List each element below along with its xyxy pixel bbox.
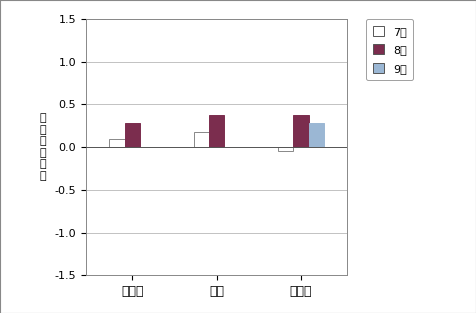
Bar <box>278 147 293 151</box>
Bar <box>109 139 125 147</box>
Y-axis label: 対
前
月
上
昇
率: 対 前 月 上 昇 率 <box>40 113 47 181</box>
Bar <box>194 132 209 147</box>
Legend: 7月, 8月, 9月: 7月, 8月, 9月 <box>366 19 413 80</box>
Bar <box>293 115 308 147</box>
Bar <box>209 115 224 147</box>
Bar <box>125 123 140 147</box>
Bar <box>308 123 324 147</box>
